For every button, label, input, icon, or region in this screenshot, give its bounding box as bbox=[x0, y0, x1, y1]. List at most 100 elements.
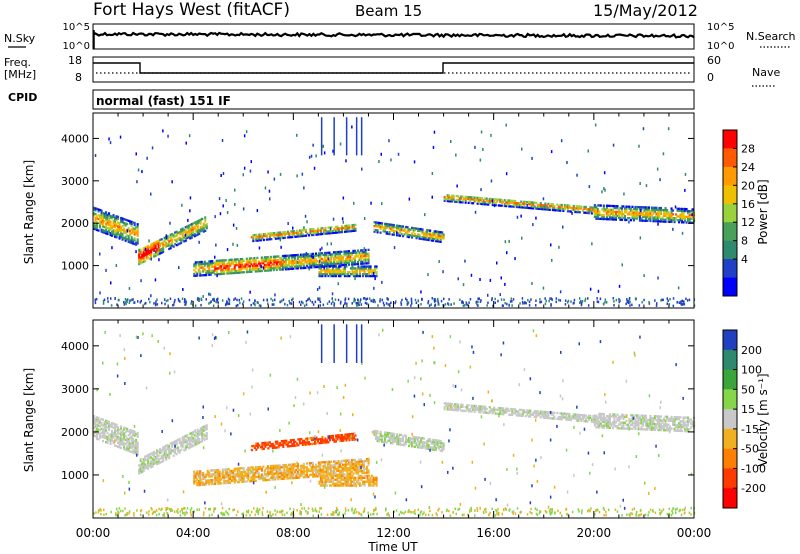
echo-cell bbox=[149, 300, 151, 304]
echo-cell bbox=[211, 480, 214, 484]
echo-cell bbox=[112, 229, 115, 232]
echo-cell bbox=[497, 198, 500, 201]
echo-cell bbox=[305, 299, 308, 303]
echo-cell bbox=[505, 172, 508, 176]
echo-cell bbox=[236, 258, 239, 261]
echo-cell bbox=[94, 419, 97, 422]
echo-cell bbox=[314, 262, 317, 265]
echo-cell bbox=[477, 300, 479, 303]
echo-cell bbox=[315, 436, 318, 439]
echo-cell bbox=[99, 216, 102, 219]
echo-cell bbox=[233, 271, 236, 275]
echo-cell bbox=[177, 237, 180, 240]
echo-cell bbox=[370, 201, 372, 205]
echo-cell bbox=[596, 213, 599, 217]
echo-cell bbox=[548, 299, 550, 303]
echo-cell bbox=[237, 303, 239, 307]
echo-cell bbox=[289, 444, 292, 448]
echo-cell bbox=[347, 255, 350, 259]
echo-cell bbox=[292, 256, 295, 259]
echo-cell bbox=[141, 464, 144, 468]
echo-cell bbox=[94, 213, 97, 216]
echo-cell bbox=[162, 459, 165, 463]
echo-cell bbox=[360, 267, 363, 270]
echo-cell bbox=[482, 199, 485, 202]
echo-cell bbox=[214, 473, 217, 476]
echo-cell bbox=[289, 267, 292, 270]
echo-cell bbox=[485, 197, 488, 200]
echo-cell bbox=[224, 472, 227, 475]
echo-cell bbox=[431, 195, 433, 199]
echo-cell bbox=[127, 441, 130, 445]
echo-cell bbox=[248, 480, 251, 483]
echo-cell bbox=[328, 259, 331, 262]
echo-cell bbox=[205, 223, 208, 226]
echo-cell bbox=[316, 265, 319, 269]
echo-cell bbox=[390, 438, 393, 441]
echo-cell bbox=[264, 441, 267, 444]
echo-cell bbox=[150, 452, 153, 455]
echo-cell bbox=[193, 265, 196, 268]
echo-cell bbox=[136, 230, 139, 233]
echo-cell bbox=[611, 204, 614, 208]
echo-cell bbox=[124, 231, 127, 235]
echo-cell bbox=[130, 429, 133, 432]
echo-cell bbox=[687, 215, 690, 218]
echo-cell bbox=[449, 198, 452, 201]
echo-cell bbox=[189, 444, 192, 447]
echo-cell bbox=[302, 301, 304, 305]
echo-cell bbox=[426, 231, 429, 234]
echo-cell bbox=[655, 208, 658, 211]
echo-cell bbox=[115, 236, 118, 239]
echo-cell bbox=[306, 232, 309, 235]
echo-cell bbox=[126, 234, 129, 237]
echo-cell bbox=[171, 238, 174, 241]
echo-cell bbox=[272, 257, 275, 260]
echo-cell bbox=[342, 482, 345, 485]
echo-cell bbox=[209, 269, 212, 272]
echo-cell bbox=[359, 464, 362, 467]
echo-cell bbox=[547, 202, 550, 205]
echo-cell bbox=[251, 474, 254, 477]
echo-cell bbox=[105, 427, 108, 430]
echo-cell bbox=[208, 260, 211, 263]
echo-cell bbox=[139, 463, 142, 466]
echo-cell bbox=[583, 207, 586, 210]
echo-cell bbox=[336, 273, 339, 276]
echo-cell bbox=[319, 471, 322, 474]
echo-cell bbox=[271, 446, 274, 450]
echo-cell bbox=[235, 473, 238, 476]
echo-cell bbox=[195, 230, 198, 233]
echo-cell bbox=[291, 235, 294, 239]
echo-cell bbox=[197, 480, 200, 483]
echo-cell bbox=[313, 440, 316, 443]
echo-cell bbox=[141, 468, 144, 471]
echo-cell bbox=[165, 458, 168, 461]
echo-cell bbox=[522, 302, 524, 305]
echo-cell bbox=[678, 221, 681, 224]
echo-cell bbox=[426, 439, 429, 443]
echo-cell bbox=[338, 461, 341, 465]
echo-cell bbox=[360, 478, 363, 481]
echo-cell bbox=[273, 235, 276, 239]
echo-cell bbox=[306, 439, 309, 442]
echo-cell bbox=[111, 234, 114, 237]
echo-cell bbox=[218, 263, 221, 266]
echo-cell bbox=[336, 484, 339, 487]
echo-cell bbox=[281, 260, 284, 263]
echo-cell bbox=[185, 303, 187, 306]
echo-cell bbox=[441, 233, 444, 236]
echo-cell bbox=[402, 436, 405, 439]
echo-cell bbox=[338, 252, 341, 255]
echo-cell bbox=[384, 437, 387, 440]
echo-cell bbox=[274, 255, 277, 258]
echo-cell bbox=[286, 471, 289, 474]
echo-cell bbox=[384, 230, 387, 233]
echo-cell bbox=[354, 434, 357, 437]
echo-cell bbox=[339, 271, 342, 274]
echo-cell bbox=[196, 227, 199, 230]
echo-cell bbox=[631, 215, 634, 218]
echo-cell bbox=[353, 263, 356, 266]
echo-cell bbox=[215, 269, 218, 272]
echo-cell bbox=[241, 271, 244, 274]
